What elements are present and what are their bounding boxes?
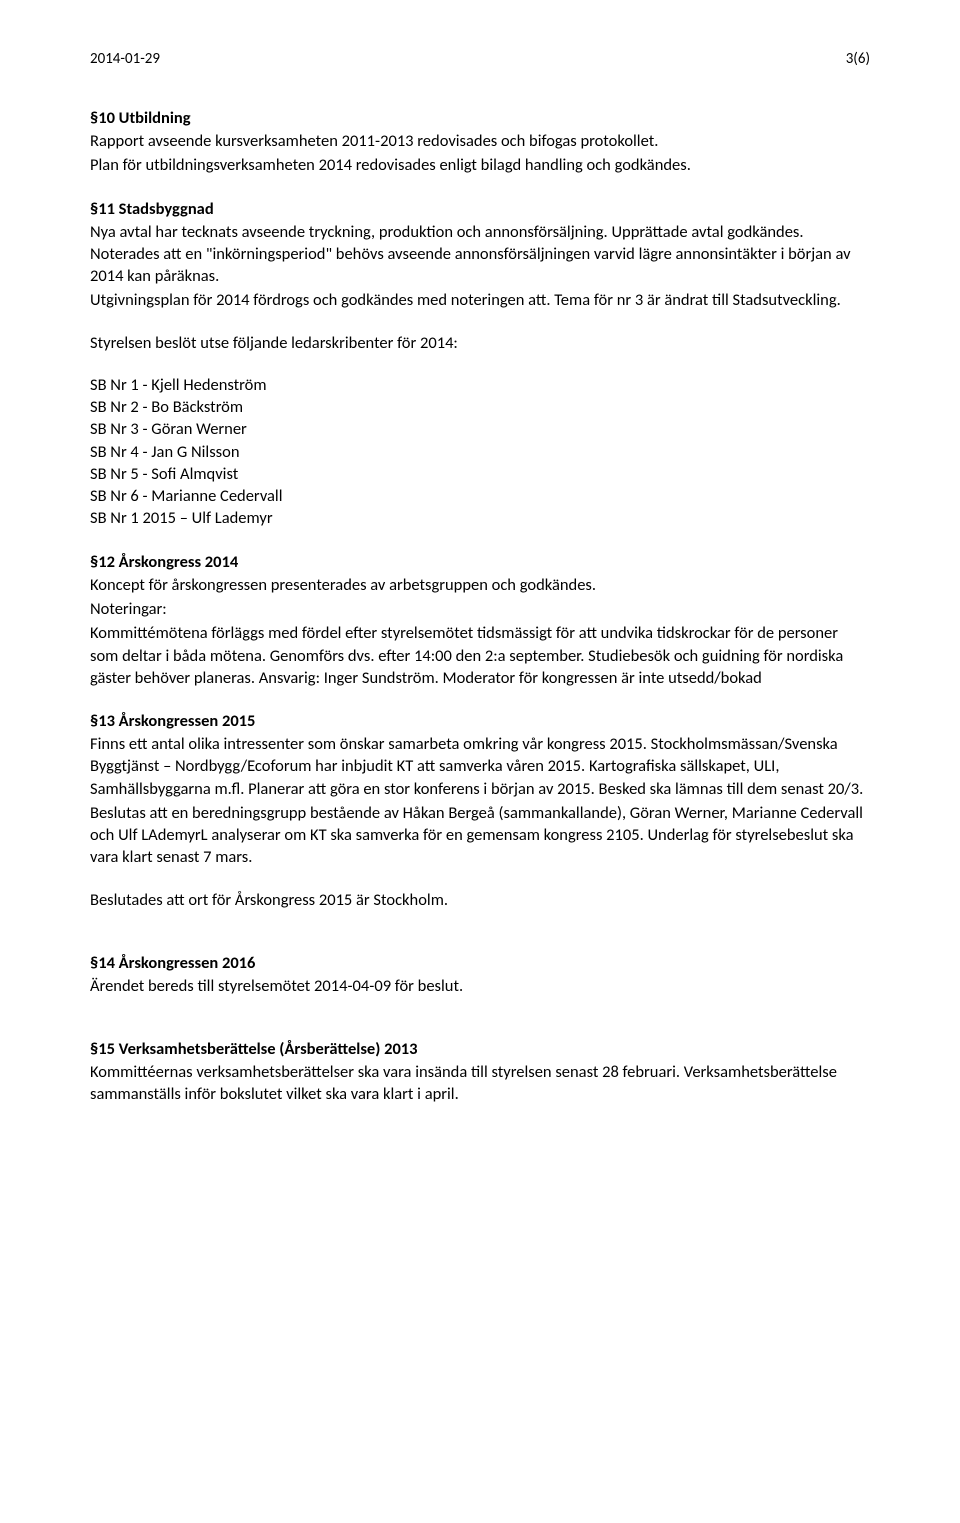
section-12-heading: §12 Årskongress 2014 [90,552,870,572]
list-item: SB Nr 3 - Göran Werner [90,418,870,440]
spacer [90,871,870,889]
spacer [90,999,870,1017]
list-item: SB Nr 5 - Sofi Almqvist [90,463,870,485]
spacer [90,356,870,374]
section-10-p1: Rapport avseende kursverksamheten 2011-2… [90,130,870,152]
section-13-heading: §13 Årskongressen 2015 [90,711,870,731]
list-item: SB Nr 1 - Kjell Hedenström [90,374,870,396]
section-10-p2: Plan för utbildningsverksamheten 2014 re… [90,154,870,176]
page-header: 2014-01-29 3(6) [90,50,870,68]
section-13-p3: Beslutades att ort för Årskongress 2015 … [90,889,870,911]
section-13-p1: Finns ett antal olika intressenter som ö… [90,733,870,800]
section-11-heading: §11 Stadsbyggnad [90,199,870,219]
header-date: 2014-01-29 [90,50,160,68]
section-15-heading: §15 Verksamhetsberättelse (Årsberättelse… [90,1039,870,1059]
section-11-p3: Styrelsen beslöt utse följande ledarskri… [90,332,870,354]
spacer [90,913,870,931]
section-11-p2: Utgivningsplan för 2014 fördrogs och god… [90,289,870,311]
list-item: SB Nr 1 2015 – Ulf Lademyr [90,507,870,529]
section-12-p1: Koncept för årskongressen presenterades … [90,574,870,596]
list-item: SB Nr 2 - Bo Bäckström [90,396,870,418]
section-14-heading: §14 Årskongressen 2016 [90,953,870,973]
list-item: SB Nr 6 - Marianne Cedervall [90,485,870,507]
section-14-p1: Ärendet bereds till styrelsemötet 2014-0… [90,975,870,997]
list-item: SB Nr 4 - Jan G Nilsson [90,441,870,463]
spacer [90,314,870,332]
header-page-number: 3(6) [846,50,870,68]
section-13-p2: Beslutas att en beredningsgrupp beståend… [90,802,870,869]
document-page: 2014-01-29 3(6) §10 Utbildning Rapport a… [0,0,960,1168]
section-12-p3: Kommittémötena förläggs med fördel efter… [90,622,870,689]
section-10-heading: §10 Utbildning [90,108,870,128]
section-12-p2: Noteringar: [90,598,870,620]
section-11-p1: Nya avtal har tecknats avseende trycknin… [90,221,870,288]
section-15-p1: Kommittéernas verksamhetsberättelser ska… [90,1061,870,1106]
